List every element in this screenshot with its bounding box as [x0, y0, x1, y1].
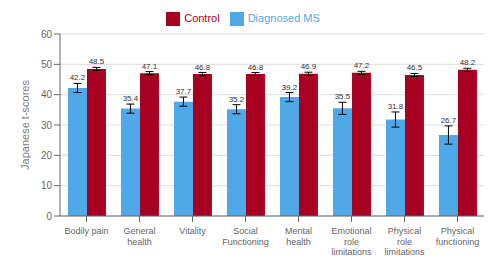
svg-text:10: 10 — [41, 180, 53, 191]
html-text:Control: Control — [184, 12, 220, 24]
svg-text:30: 30 — [41, 120, 53, 131]
svg-text:40: 40 — [41, 89, 53, 100]
svg-text:20: 20 — [41, 150, 53, 161]
html-text:Diagnosed MS: Diagnosed MS — [247, 12, 320, 24]
svg-text:35.4: 35.4 — [123, 94, 139, 103]
svg-text:Physicalrolelimitations: Physicalrolelimitations — [384, 226, 425, 257]
svg-text:37.7: 37.7 — [176, 87, 192, 96]
svg-text:46.5: 46.5 — [407, 63, 423, 72]
svg-text:26.7: 26.7 — [441, 116, 457, 125]
svg-text:35.2: 35.2 — [229, 95, 245, 104]
svg-text:Generalhealth: Generalhealth — [123, 226, 155, 246]
svg-text:60: 60 — [41, 29, 53, 40]
svg-text:50: 50 — [41, 59, 53, 70]
svg-text:47.2: 47.2 — [354, 61, 370, 70]
svg-text:Mentalhealth: Mentalhealth — [285, 226, 312, 246]
svg-text:Bodily pain: Bodily pain — [64, 226, 108, 236]
svg-text:SocialFunctioning: SocialFunctioning — [222, 226, 269, 246]
svg-text:Japanese t-scores: Japanese t-scores — [19, 80, 31, 170]
svg-text:39.2: 39.2 — [282, 83, 298, 92]
svg-text:0: 0 — [46, 211, 52, 222]
svg-text:48.2: 48.2 — [460, 58, 476, 67]
svg-text:35.5: 35.5 — [335, 92, 351, 101]
svg-text:47.1: 47.1 — [142, 62, 158, 71]
svg-text:Physicalfunctioning: Physicalfunctioning — [436, 226, 480, 246]
svg-text:31.8: 31.8 — [388, 102, 404, 111]
svg-text:46.8: 46.8 — [248, 63, 264, 72]
svg-text:Emotionalrolelimitations: Emotionalrolelimitations — [331, 226, 372, 257]
svg-text:42.2: 42.2 — [70, 73, 86, 82]
svg-text:Vitality: Vitality — [179, 226, 206, 236]
svg-text:46.9: 46.9 — [301, 62, 317, 71]
svg-text:46.8: 46.8 — [195, 63, 211, 72]
svg-text:48.5: 48.5 — [89, 57, 105, 66]
